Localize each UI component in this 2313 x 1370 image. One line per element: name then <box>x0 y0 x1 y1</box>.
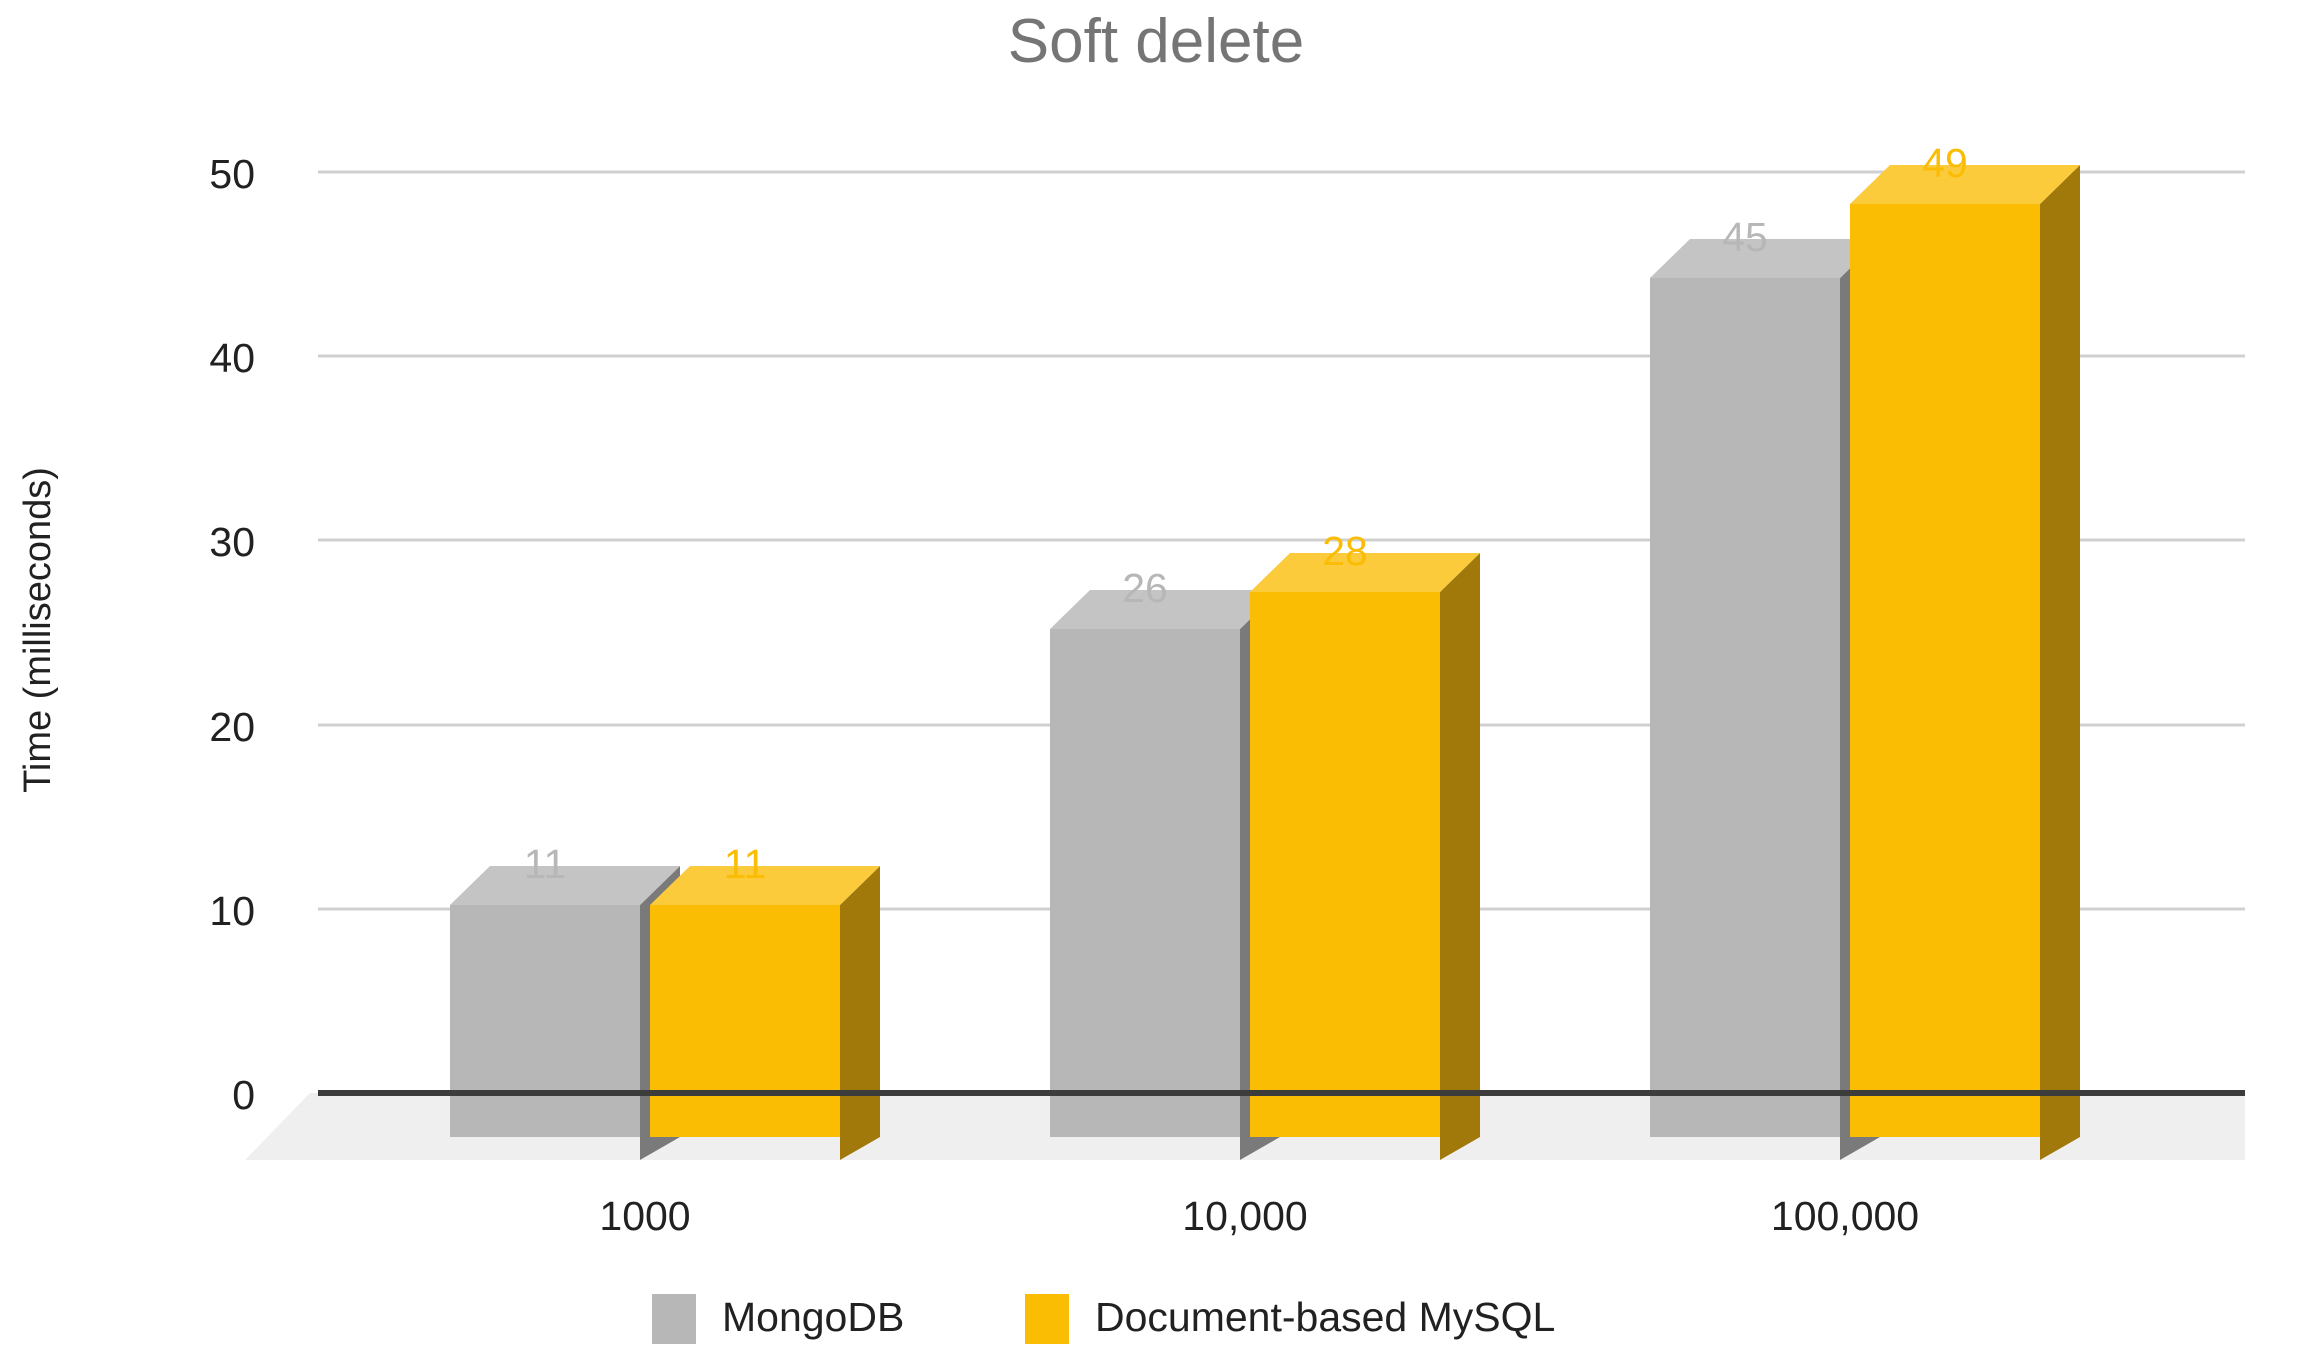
bar-front-face <box>1850 204 2040 1137</box>
bar-top-face <box>1250 553 1480 592</box>
bar-value-label: 49 <box>1922 140 1968 186</box>
bar-mongodb-10000[interactable] <box>1050 590 1280 1160</box>
bar-mysql-1000[interactable] <box>650 866 880 1160</box>
bar-value-label: 26 <box>1122 565 1168 611</box>
x-axis-category-labels: 1000 10,000 100,000 <box>599 1193 1919 1239</box>
bar-top-face <box>650 866 880 905</box>
bar-mysql-10000[interactable] <box>1250 553 1480 1160</box>
y-tick-label: 40 <box>209 335 255 381</box>
chart-legend: MongoDB Document-based MySQL <box>652 1294 1555 1344</box>
y-tick-label: 10 <box>209 888 255 934</box>
legend-item-mongodb[interactable]: MongoDB <box>652 1294 904 1344</box>
legend-label-mongodb: MongoDB <box>722 1294 904 1340</box>
bar-side-face <box>1440 553 1480 1160</box>
bar-top-face <box>1050 590 1280 629</box>
bar-mongodb-100000[interactable] <box>1650 239 1880 1160</box>
bar-front-face <box>1250 592 1440 1137</box>
y-tick-label: 0 <box>232 1072 255 1118</box>
bar-front-face <box>450 905 640 1137</box>
bar-value-label: 45 <box>1722 214 1768 260</box>
legend-item-mysql[interactable]: Document-based MySQL <box>1025 1294 1555 1344</box>
legend-swatch-mongodb <box>652 1294 696 1344</box>
bar-top-face <box>1850 165 2080 204</box>
bar-side-face <box>840 866 880 1160</box>
bar-front-face <box>1650 278 1840 1137</box>
bar-side-face <box>2040 165 2080 1160</box>
x-category-label: 10,000 <box>1182 1193 1307 1239</box>
legend-label-mysql: Document-based MySQL <box>1095 1294 1555 1340</box>
bar-front-face <box>1050 629 1240 1137</box>
bar-top-face <box>450 866 680 905</box>
bar-value-label: 11 <box>524 841 567 887</box>
y-tick-label: 50 <box>209 151 255 197</box>
y-axis-title: Time (milliseconds) <box>17 467 59 793</box>
y-tick-label: 20 <box>209 704 255 750</box>
x-category-label: 100,000 <box>1771 1193 1919 1239</box>
legend-swatch-mysql <box>1025 1294 1069 1344</box>
x-category-label: 1000 <box>599 1193 690 1239</box>
bar-value-label: 11 <box>724 841 767 887</box>
bar-mongodb-1000[interactable] <box>450 866 680 1160</box>
y-tick-label: 30 <box>209 519 255 565</box>
chart-title: Soft delete <box>1008 7 1304 76</box>
bar-mysql-100000[interactable] <box>1850 165 2080 1160</box>
y-axis-tick-labels: 50 40 30 20 10 0 <box>209 151 255 1118</box>
bar-value-label: 28 <box>1322 528 1368 574</box>
bar-front-face <box>650 905 840 1137</box>
bar-top-face <box>1650 239 1880 278</box>
